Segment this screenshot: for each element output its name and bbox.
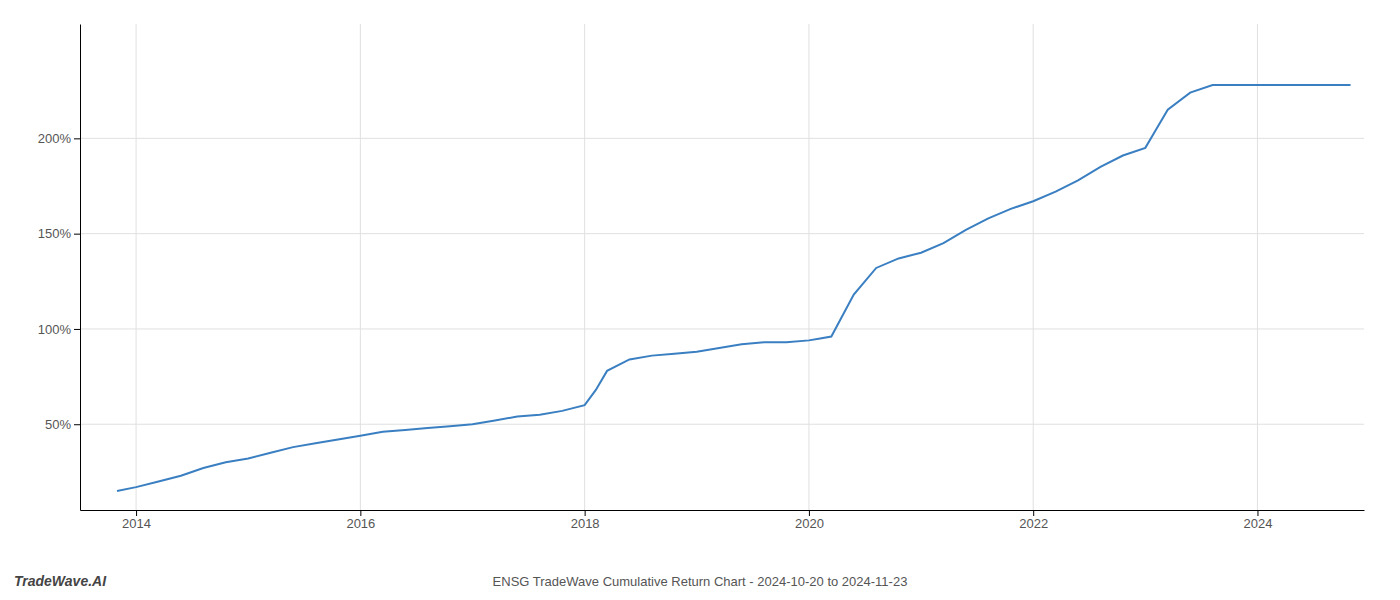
grid-line-y: [80, 233, 1364, 234]
grid-line-x: [360, 24, 361, 510]
tick-mark: [360, 510, 361, 516]
tick-label: 2024: [1244, 516, 1273, 531]
axis-line: [81, 510, 1365, 511]
y-axis: 50% 100% 150% 200%: [38, 25, 81, 511]
tick-label: 2018: [571, 516, 600, 531]
tick-label: 200%: [38, 131, 72, 146]
grid-line-y: [80, 328, 1364, 329]
watermark: TradeWave.AI: [14, 573, 107, 589]
marks: [117, 85, 1351, 491]
plot: 2014 2016 2018 2020 2022 2024 50% 100% 150% 200%: [38, 24, 1365, 531]
tick-label: 100%: [38, 322, 72, 337]
title: ENSG TradeWave Cumulative Return Chart -…: [493, 574, 908, 589]
tick: 2020: [795, 510, 824, 531]
tick: 2016: [346, 510, 375, 531]
tick: 50%: [45, 417, 80, 432]
tick-label: 2016: [346, 516, 375, 531]
tick: 2024: [1244, 510, 1273, 531]
tick-mark: [74, 234, 80, 235]
tick: 2014: [122, 510, 151, 531]
grid-line-x: [584, 24, 585, 510]
grid-line-x: [1033, 24, 1034, 510]
grid-line-y: [80, 424, 1364, 425]
tick-mark: [74, 138, 80, 139]
line: [117, 85, 1351, 491]
grid-line-x: [136, 24, 137, 510]
tick-mark: [1257, 510, 1258, 516]
tick-mark: [74, 329, 80, 330]
grid-line-y: [80, 138, 1364, 139]
tick-mark: [74, 424, 80, 425]
tick-label: 2022: [1019, 516, 1048, 531]
tick: 200%: [38, 131, 80, 146]
tick-mark: [136, 510, 137, 516]
tick-label: 2014: [122, 516, 151, 531]
tick-label: 50%: [45, 417, 71, 432]
grid: [80, 24, 1364, 510]
tick-mark: [585, 510, 586, 516]
tick-mark: [1033, 510, 1034, 516]
tick: 100%: [38, 322, 80, 337]
tick-mark: [809, 510, 810, 516]
tick: 2022: [1019, 510, 1048, 531]
tick: 2018: [571, 510, 600, 531]
grid-line-x: [1257, 24, 1258, 510]
tick-label: 150%: [38, 226, 72, 241]
chart-svg: 2014 2016 2018 2020 2022 2024 50% 100% 150% 200% E…: [0, 0, 1400, 600]
grid-line-x: [808, 24, 809, 510]
tick: 150%: [38, 226, 80, 241]
axis-line: [80, 25, 81, 511]
x-axis: 2014 2016 2018 2020 2022 2024: [81, 510, 1365, 531]
tick-label: 2020: [795, 516, 824, 531]
